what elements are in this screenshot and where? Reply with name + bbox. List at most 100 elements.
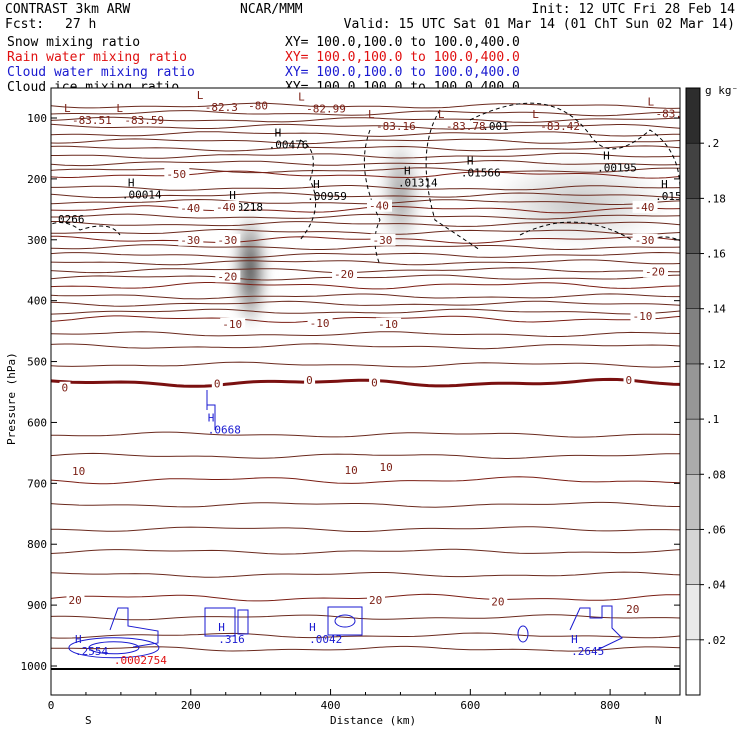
- temp-label-bg: [366, 199, 392, 212]
- colorbar-unit: g kg⁻¹: [705, 84, 740, 97]
- temp-label: 0: [625, 374, 632, 387]
- temp-label-bg: [211, 377, 223, 390]
- colorbar-tick-label: .18: [706, 192, 726, 205]
- ice-contour: [363, 129, 381, 266]
- temp-label: -30: [635, 234, 655, 247]
- ice-max-value: .00195: [597, 161, 637, 174]
- low-marker: L: [438, 108, 445, 121]
- low-value: -83.51: [72, 114, 112, 127]
- cloud-max-marker: H: [309, 621, 316, 634]
- theta-contour: [51, 145, 680, 152]
- temp-label: 0: [61, 382, 68, 395]
- temperature-contour: [51, 315, 680, 323]
- theta-contour: [51, 229, 680, 235]
- ice-max-value: .015: [655, 190, 682, 203]
- temperature-contours: [51, 102, 680, 652]
- colorbar-cell: [685, 87, 701, 144]
- theta-contour: [51, 138, 680, 145]
- ice-max-marker: H: [603, 149, 610, 162]
- colorbar-tick-label: .2: [706, 137, 719, 150]
- theta-contour: [51, 185, 680, 191]
- temperature-contour: [51, 205, 680, 214]
- theta-contour: [51, 244, 680, 250]
- colorbar-tick-label: .1: [706, 413, 719, 426]
- cloud-water-contour: [204, 607, 236, 637]
- temp-label: -40: [180, 202, 200, 215]
- temp-label: -40: [369, 200, 389, 213]
- theta-contour: [51, 501, 680, 508]
- theta-contour: [51, 198, 680, 205]
- low-marker: L: [64, 102, 71, 115]
- colorbar-cell: [685, 253, 701, 309]
- ice-max-value: .00014: [122, 188, 162, 201]
- temp-label-bg: [342, 463, 361, 476]
- cloud-max-marker: H: [218, 621, 225, 634]
- low-marker: L: [648, 95, 655, 108]
- ice-max-marker: H: [128, 176, 135, 189]
- theta-contour: [51, 331, 680, 337]
- x-tick-label: 400: [321, 699, 341, 712]
- theta-contour: [51, 152, 680, 159]
- theta-contour: [51, 526, 680, 532]
- temp-label: -10: [310, 317, 330, 330]
- temp-label: -10: [632, 310, 652, 323]
- temp-label: -20: [217, 270, 237, 283]
- temp-label-bg: [369, 376, 381, 389]
- theta-contour: [51, 431, 680, 438]
- cloud-max-value: .316: [218, 633, 245, 646]
- y-tick-label: 400: [27, 295, 47, 308]
- ice-max-marker: H: [229, 189, 236, 202]
- temp-label: 20: [369, 594, 382, 607]
- theta-contour: [51, 614, 680, 621]
- y-tick-label: 900: [27, 599, 47, 612]
- y-tick-label: 100: [27, 112, 47, 125]
- temp-label: -30: [372, 234, 392, 247]
- temp-label-bg: [178, 233, 204, 246]
- theta-contour: [51, 571, 680, 578]
- temp-label: -20: [334, 268, 354, 281]
- theta-contour: [51, 300, 680, 307]
- low-marker: L: [197, 89, 204, 102]
- temp-label: 20: [626, 603, 639, 616]
- y-tick-label: 600: [27, 416, 47, 429]
- colorbar-cell: [685, 418, 701, 475]
- ice-label: .001: [482, 120, 509, 133]
- temp-label-bg: [164, 168, 190, 181]
- x-tick-label: 0: [48, 699, 55, 712]
- x-tick-label: 800: [600, 699, 620, 712]
- temperature-contour: [51, 476, 680, 485]
- cloud-max-value: .0042: [309, 633, 342, 646]
- low-value: -83.16: [376, 120, 416, 133]
- snow-blob: [234, 216, 266, 324]
- y-axis-label: Pressure (hPa): [5, 352, 18, 445]
- temperature-contour: [51, 593, 680, 602]
- temperature-contour: [51, 170, 680, 179]
- temp-label-bg: [213, 200, 239, 213]
- low-marker: L: [532, 108, 539, 121]
- low-value: -80: [248, 99, 268, 112]
- temp-label-bg: [304, 373, 316, 386]
- temp-label-bg: [220, 317, 246, 330]
- temperature-contour: [51, 235, 680, 244]
- cloud-water-contour: [88, 641, 140, 655]
- ice-max-value: .00959: [307, 190, 347, 203]
- temp-label-bg: [307, 317, 333, 330]
- theta-contour: [51, 131, 680, 137]
- temp-label: 0: [371, 376, 378, 389]
- temp-label-bg: [370, 233, 396, 246]
- low-value: -83.78: [446, 120, 486, 133]
- theta-contour: [51, 110, 680, 117]
- cloud-water-contour: [569, 605, 623, 651]
- ice-max-marker: H: [404, 165, 411, 178]
- temp-label: -30: [217, 234, 237, 247]
- ice-max-value: .01566: [461, 166, 501, 179]
- x-tick-label: 600: [460, 699, 480, 712]
- field-cloud-water-name: Cloud water mixing ratio: [7, 65, 195, 80]
- temp-label-bg: [66, 594, 85, 607]
- cloud-water-contour: [237, 609, 249, 635]
- temp-label: -10: [222, 318, 242, 331]
- cloud-water-contour: [517, 625, 529, 643]
- colorbar-tick-label: .06: [706, 523, 726, 536]
